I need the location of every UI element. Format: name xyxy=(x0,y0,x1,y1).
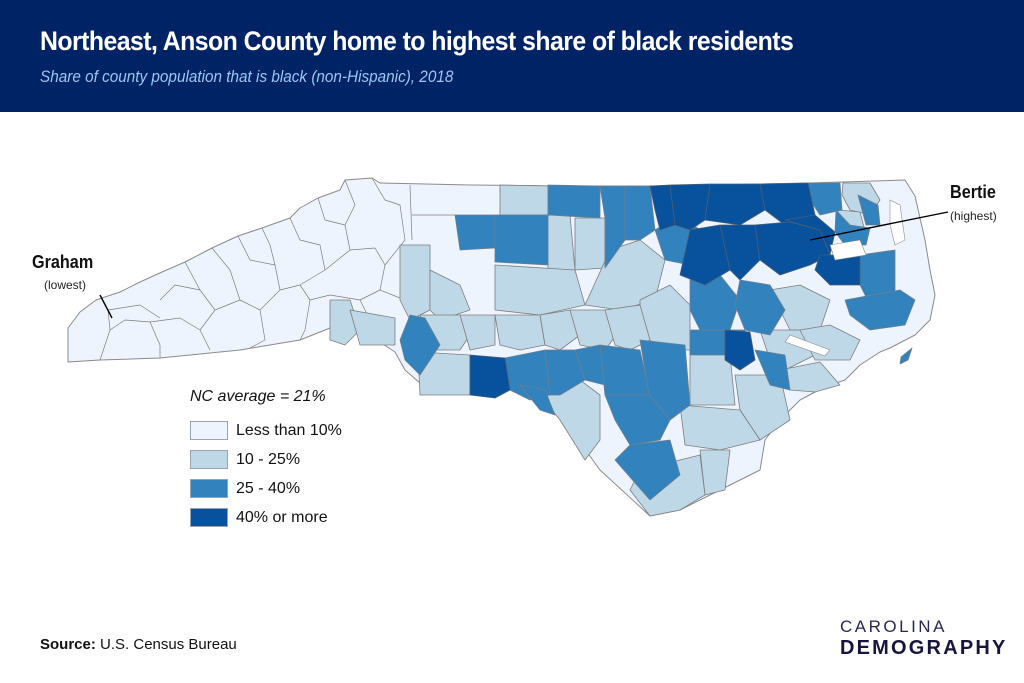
bertie-leader-line xyxy=(809,211,949,241)
legend-item: 10 - 25% xyxy=(190,445,342,474)
brand-logo-line1: CAROLINA xyxy=(840,617,947,636)
legend-swatch-25-40 xyxy=(190,479,228,498)
legend-label: 25 - 40% xyxy=(236,479,301,497)
legend-item: Less than 10% xyxy=(190,416,342,445)
bertie-label: Bertie xyxy=(950,182,996,202)
legend-item: 40% or more xyxy=(190,503,342,532)
chart-title: Northeast, Anson County home to highest … xyxy=(40,26,794,56)
legend-swatch-40-plus xyxy=(190,508,228,527)
legend-swatch-less-than-10 xyxy=(190,421,228,440)
graham-leader-line xyxy=(99,294,113,319)
legend-title: NC average = 21% xyxy=(190,388,326,405)
legend-item: 25 - 40% xyxy=(190,474,342,503)
legend-swatch-10-25 xyxy=(190,450,228,469)
header-banner: Northeast, Anson County home to highest … xyxy=(0,0,1024,112)
bertie-sublabel: (highest) xyxy=(950,209,997,223)
source-label: Source: xyxy=(40,636,96,653)
legend-label: Less than 10% xyxy=(236,421,342,439)
chart-subtitle: Share of county population that is black… xyxy=(40,67,454,86)
source-value: U.S. Census Bureau xyxy=(100,636,237,653)
legend-label: 40% or more xyxy=(236,508,328,526)
graham-label: Graham xyxy=(32,252,94,272)
brand-logo-line2: DEMOGRAPHY xyxy=(840,637,1008,659)
legend-label: 10 - 25% xyxy=(236,450,301,468)
nc-county-map xyxy=(67,177,949,517)
graham-sublabel: (lowest) xyxy=(44,278,87,292)
legend: NC average = 21% Less than 10% 10 - 25% … xyxy=(190,388,342,532)
source-note: Source: U.S. Census Bureau xyxy=(40,636,237,653)
